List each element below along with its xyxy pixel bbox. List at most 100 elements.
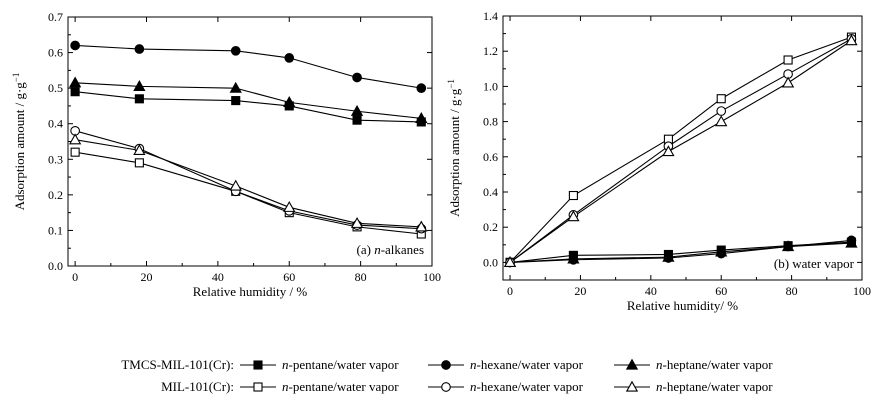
panel-b-ytick-label: 1.4 [483,9,498,23]
panel-b-y-axis-label: Adsorption amount / g·g−1 [446,79,462,217]
panel-a-xtick-label: 60 [283,270,295,284]
panel-a-series-2-point [229,81,242,93]
panel-b-series-3-point [716,94,726,104]
panel-b-ytick-label: 0.6 [483,150,498,164]
panel-b-series-5-point [503,256,517,268]
panel-b-xtick-label: 0 [507,284,513,298]
panel-a-annotation: (a) n-alkanes [357,242,425,257]
panel-a-series-1-point [70,40,80,51]
legend-entry-label: n-heptane/water vapor [656,379,773,394]
panel-a-series-0-point [352,115,362,125]
panel-b-series-4-point [716,106,727,116]
legend: TMCS-MIL-101(Cr): n-pentane/water vapor n-… [121,357,773,394]
panel-b-series-2-line [510,242,852,263]
legend-entry-label: n-heptane/water vapor [656,357,773,372]
panel-a-series-5-point [350,216,364,228]
panel-a-series-1-line [75,44,422,89]
legend-marker [441,382,451,392]
panel-a-series-2-point [415,112,428,123]
panel-a-series-0-point [70,87,80,97]
panel-a-ytick-label: 0.3 [48,152,63,166]
panel-a-series-5-point [133,144,146,155]
panel-b-series-5-point [715,115,728,127]
panel-a-series-2-point [350,104,364,116]
panel-b-series-5-line [509,40,852,263]
legend-entry-label: n-hexane/water vapor [470,379,584,394]
panel-a-xtick-label: 100 [423,270,441,284]
panel-a-series-1-point [230,45,241,56]
panel-a-series-5-point [415,220,428,232]
panel-b-series-2-point [662,250,675,262]
panel-a-chart: 0 20 40 60 80 100 0.0 0.1 0.2 0.3 0.4 0.5 0.6 0.7 Rela… [11,10,441,299]
panel-a-series-0-point [134,94,144,104]
legend-entry-label: n-pentane/water vapor [282,379,399,394]
panel-b-series-2-point [567,252,580,264]
panel-a-series-1-point [416,83,427,93]
panel-a-xtick-label: 40 [212,270,224,284]
legend-group-label: TMCS-MIL-101(Cr): [121,357,234,372]
panel-a-series-5-point [283,200,296,212]
panel-b-ytick-label: 0.0 [483,255,498,269]
panel-a-series-1-point [352,72,362,83]
panel-a-series-5-point [229,179,242,191]
panel-a-ytick-label: 0.5 [48,81,63,95]
panel-a-xtick-label: 20 [141,270,153,284]
legend-marker [625,358,639,370]
panel-b-xtick-label: 80 [786,284,798,298]
panel-a-series-3-line [75,151,422,235]
panel-b-annotation: (b) water vapor [774,256,855,271]
legend-marker [253,382,263,392]
legend-marker [253,360,263,370]
panel-a-ytick-label: 0.2 [48,188,63,202]
panel-b-series-5-point [781,76,795,88]
panel-b-ytick-label: 0.2 [483,220,498,234]
panel-a-ytick-label: 0.4 [48,117,63,131]
panel-a-series-2-point [68,76,82,88]
panel-a-ytick-label: 0.0 [48,259,63,273]
panel-b-ytick-label: 1.0 [483,79,498,93]
panel-b-xtick-label: 20 [574,284,586,298]
panel-b-series-2-point [715,245,728,257]
panel-a-series-1-point [284,53,295,63]
panel-b-series-2-point [781,240,795,252]
panel-a-series-4-line [74,130,422,230]
panel-a-series-2-point [133,80,146,91]
panel-a-ytick-label: 0.1 [48,223,63,237]
panel-a-series-0-point [231,96,241,106]
panel-b-series-3-point [783,55,793,65]
legend-marker [625,380,639,392]
panel-a-xtick-label: 0 [72,270,78,284]
panel-b-series-5-point [662,145,675,157]
panel-b-ytick-label: 1.2 [483,44,498,58]
panel-b-ytick-label: 0.8 [483,115,498,129]
panel-a-series-5-point [68,133,82,145]
panel-a-series-3-point [134,158,144,168]
panel-b-series-3-line [509,36,852,263]
panel-a-y-axis-label: Adsorption amount / g·g−1 [11,73,27,211]
panel-a-series-2-line [75,82,422,119]
legend-marker [441,360,451,370]
panel-a-ytick-label: 0.7 [48,10,63,24]
panel-b-series-2-point [845,236,858,248]
panel-b-frame [502,15,863,281]
panel-b-x-axis-label: Relative humidity/ % [627,298,738,313]
panel-b-xtick-label: 40 [645,284,657,298]
panel-b-series-3-point [568,190,578,201]
legend-entry-label: n-hexane/water vapor [470,357,584,372]
panel-a-x-axis-label: Relative humidity / % [193,284,308,299]
legend-group-label: MIL-101(Cr): [161,379,234,394]
panel-a-series-3-point [70,147,80,157]
panel-b-ytick-label: 0.4 [483,185,498,199]
panel-b-series-5-point [567,210,580,222]
panel-a-series-5-line [75,139,422,228]
panel-a-series-2-point [283,96,296,107]
panel-a-series-0-line [75,91,422,123]
panel-b-series-5-point [845,34,858,46]
legend-entry-label: n-pentane/water vapor [282,357,399,372]
panel-a-series-1-point [134,44,145,54]
panel-b-xtick-label: 100 [853,284,871,298]
panel-b-chart: 0 20 40 60 80 100 0.0 0.2 0.4 0.6 0.8 1.0 1.2 1.4 Rela… [446,9,871,313]
panel-a-ytick-label: 0.6 [48,46,63,60]
panel-a-xtick-label: 80 [355,270,367,284]
